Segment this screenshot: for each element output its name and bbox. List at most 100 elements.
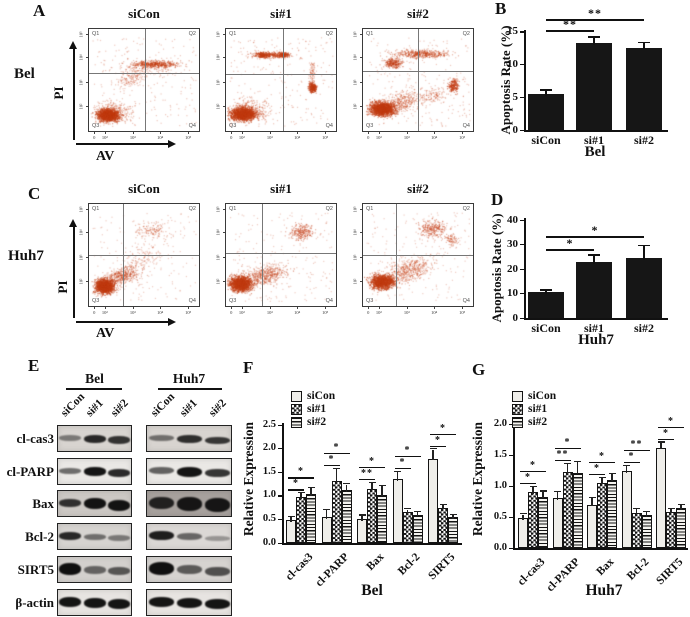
bar <box>357 519 367 543</box>
y-axis-line <box>524 218 526 320</box>
y-tickmark <box>278 495 282 497</box>
blot-row-label: cl-PARP <box>6 464 54 479</box>
error-bar-stem <box>593 37 595 45</box>
flow-x-tick: 10³ <box>129 310 136 315</box>
flow-plot-title: si#1 <box>270 181 292 196</box>
blot-band <box>176 434 202 443</box>
y-tick-label: 2.5 <box>262 418 276 430</box>
blot-band <box>107 469 130 478</box>
bar <box>528 292 564 318</box>
quadrant-label-q3: Q3 <box>229 298 237 304</box>
bar <box>656 447 666 548</box>
flow-y-tick: 10⁵ <box>215 31 221 38</box>
blot-band <box>204 535 230 541</box>
sig-star: * <box>404 445 411 457</box>
error-bar-cap <box>297 492 305 494</box>
error-bar-stem <box>625 466 628 473</box>
quadrant-label-q3: Q3 <box>92 123 100 129</box>
legend-label: siCon <box>307 390 336 402</box>
flow-x-tick: 10⁴ <box>294 310 301 315</box>
flow-plot-title: si#1 <box>270 6 292 21</box>
y-tickmark <box>520 244 524 246</box>
bar <box>412 514 423 543</box>
quadrant-label-q2: Q2 <box>462 31 470 37</box>
flow-plot-frame: Q1 Q2 Q3 Q4 <box>88 28 200 132</box>
flow-x-tick: 10⁴ <box>157 135 164 140</box>
bar <box>438 507 448 543</box>
flow-y-tickmark <box>360 57 362 59</box>
bar <box>392 479 403 543</box>
flow-x-tickmark <box>462 132 464 134</box>
flow-plot-frame: Q1 Q2 Q3 Q4 <box>225 203 337 307</box>
bar <box>367 488 377 543</box>
error-bar-stem <box>290 517 292 522</box>
sig-star: * <box>399 457 406 469</box>
quadrant-label-q2: Q2 <box>188 206 196 212</box>
y-tickmark <box>520 317 524 319</box>
sig-star: * <box>628 451 635 463</box>
error-bar-cap <box>539 490 547 492</box>
bar <box>572 473 583 548</box>
blot-band <box>107 535 130 542</box>
panel-label-f: F <box>243 358 254 377</box>
blot-band <box>107 436 130 445</box>
quadrant-gate-hline <box>363 70 473 72</box>
sig-star: * <box>369 456 375 468</box>
y-tick-label: 0 <box>512 311 519 324</box>
quadrant-label-q2: Q2 <box>188 31 196 37</box>
panel-label-b: B <box>495 0 507 18</box>
blot-band <box>107 599 130 610</box>
quadrant-gate-vline <box>418 29 419 131</box>
x-category-label: si#1 <box>583 321 604 335</box>
flow-y-tick: 10⁴ <box>215 54 221 61</box>
y-tick-label: 1.0 <box>262 489 276 501</box>
chart-x-title: Bel <box>361 582 383 599</box>
flow-x-tickmark <box>406 132 408 134</box>
error-bar-cap <box>529 486 537 488</box>
flow-dots-canvas <box>226 29 336 131</box>
legend-swatch <box>291 417 302 428</box>
blot-group-header: Huh7 <box>172 371 206 386</box>
error-bar-cap <box>358 514 366 516</box>
blot-band <box>176 597 202 608</box>
quadrant-gate-vline <box>283 29 285 131</box>
error-bar-cap <box>608 473 616 475</box>
blot-box <box>146 425 232 452</box>
quadrant-gate-hline <box>89 255 199 256</box>
sig-bracket <box>430 445 446 447</box>
sig-bracket <box>554 448 581 450</box>
y-tick-label: 0.0 <box>262 536 276 548</box>
sig-bracket <box>623 450 650 452</box>
error-bar-stem <box>601 477 603 485</box>
error-bar-stem <box>660 442 662 450</box>
flow-dots-canvas <box>226 204 336 306</box>
y-tick-label: 0 <box>512 123 519 136</box>
flow-x-tickmark <box>241 132 243 134</box>
chart-x-title: Bel <box>584 144 606 160</box>
blot-band <box>83 565 106 574</box>
bar <box>306 494 316 543</box>
flow-y-tick: 10³ <box>215 254 221 261</box>
flow-x-tick: 0 <box>230 310 233 315</box>
blot-band <box>59 596 82 607</box>
flow-plot-frame: Q1 Q2 Q3 Q4 <box>88 203 200 307</box>
pi-axis-arrow-line <box>73 226 75 318</box>
bar <box>341 490 352 543</box>
flow-xlabel-av-bel: AV <box>96 149 115 164</box>
legend-label: siCon <box>528 390 557 402</box>
blot-group-underline <box>66 388 122 390</box>
error-bar-cap <box>323 508 330 510</box>
bar <box>296 497 306 543</box>
y-tick-label: 10 <box>507 287 518 299</box>
legend-swatch <box>291 391 302 402</box>
blot-lane-label: si#1 <box>177 397 200 420</box>
sig-bracket <box>546 19 644 21</box>
chart-x-title: Huh7 <box>578 332 614 348</box>
flow-y-tickmark <box>360 209 362 211</box>
blot-band <box>59 498 82 507</box>
flow-x-tick: 0 <box>93 135 96 140</box>
flow-x-tick: 10⁴ <box>431 310 438 315</box>
pi-axis-arrowhead <box>69 219 78 227</box>
sig-bracket <box>623 462 640 464</box>
error-bar-stem <box>591 498 593 507</box>
